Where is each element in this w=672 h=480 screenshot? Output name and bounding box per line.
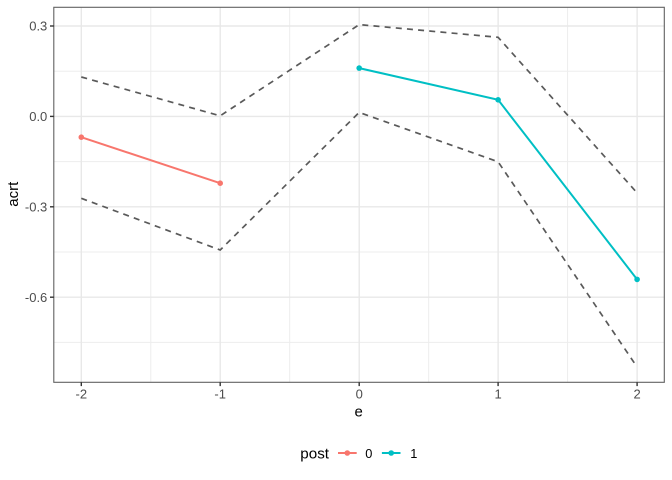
svg-text:2: 2 xyxy=(633,387,640,402)
svg-text:0.0: 0.0 xyxy=(29,109,47,124)
svg-text:-2: -2 xyxy=(76,387,88,402)
svg-text:0: 0 xyxy=(356,387,363,402)
svg-text:-0.6: -0.6 xyxy=(25,290,47,305)
svg-text:acrt: acrt xyxy=(5,181,22,207)
svg-text:1: 1 xyxy=(494,387,501,402)
svg-text:0.3: 0.3 xyxy=(29,19,47,34)
svg-text:-0.3: -0.3 xyxy=(25,200,47,215)
svg-text:1: 1 xyxy=(410,446,417,461)
svg-text:-1: -1 xyxy=(214,387,226,402)
svg-text:0: 0 xyxy=(365,446,372,461)
svg-text:e: e xyxy=(355,404,363,421)
svg-text:post: post xyxy=(300,446,329,463)
